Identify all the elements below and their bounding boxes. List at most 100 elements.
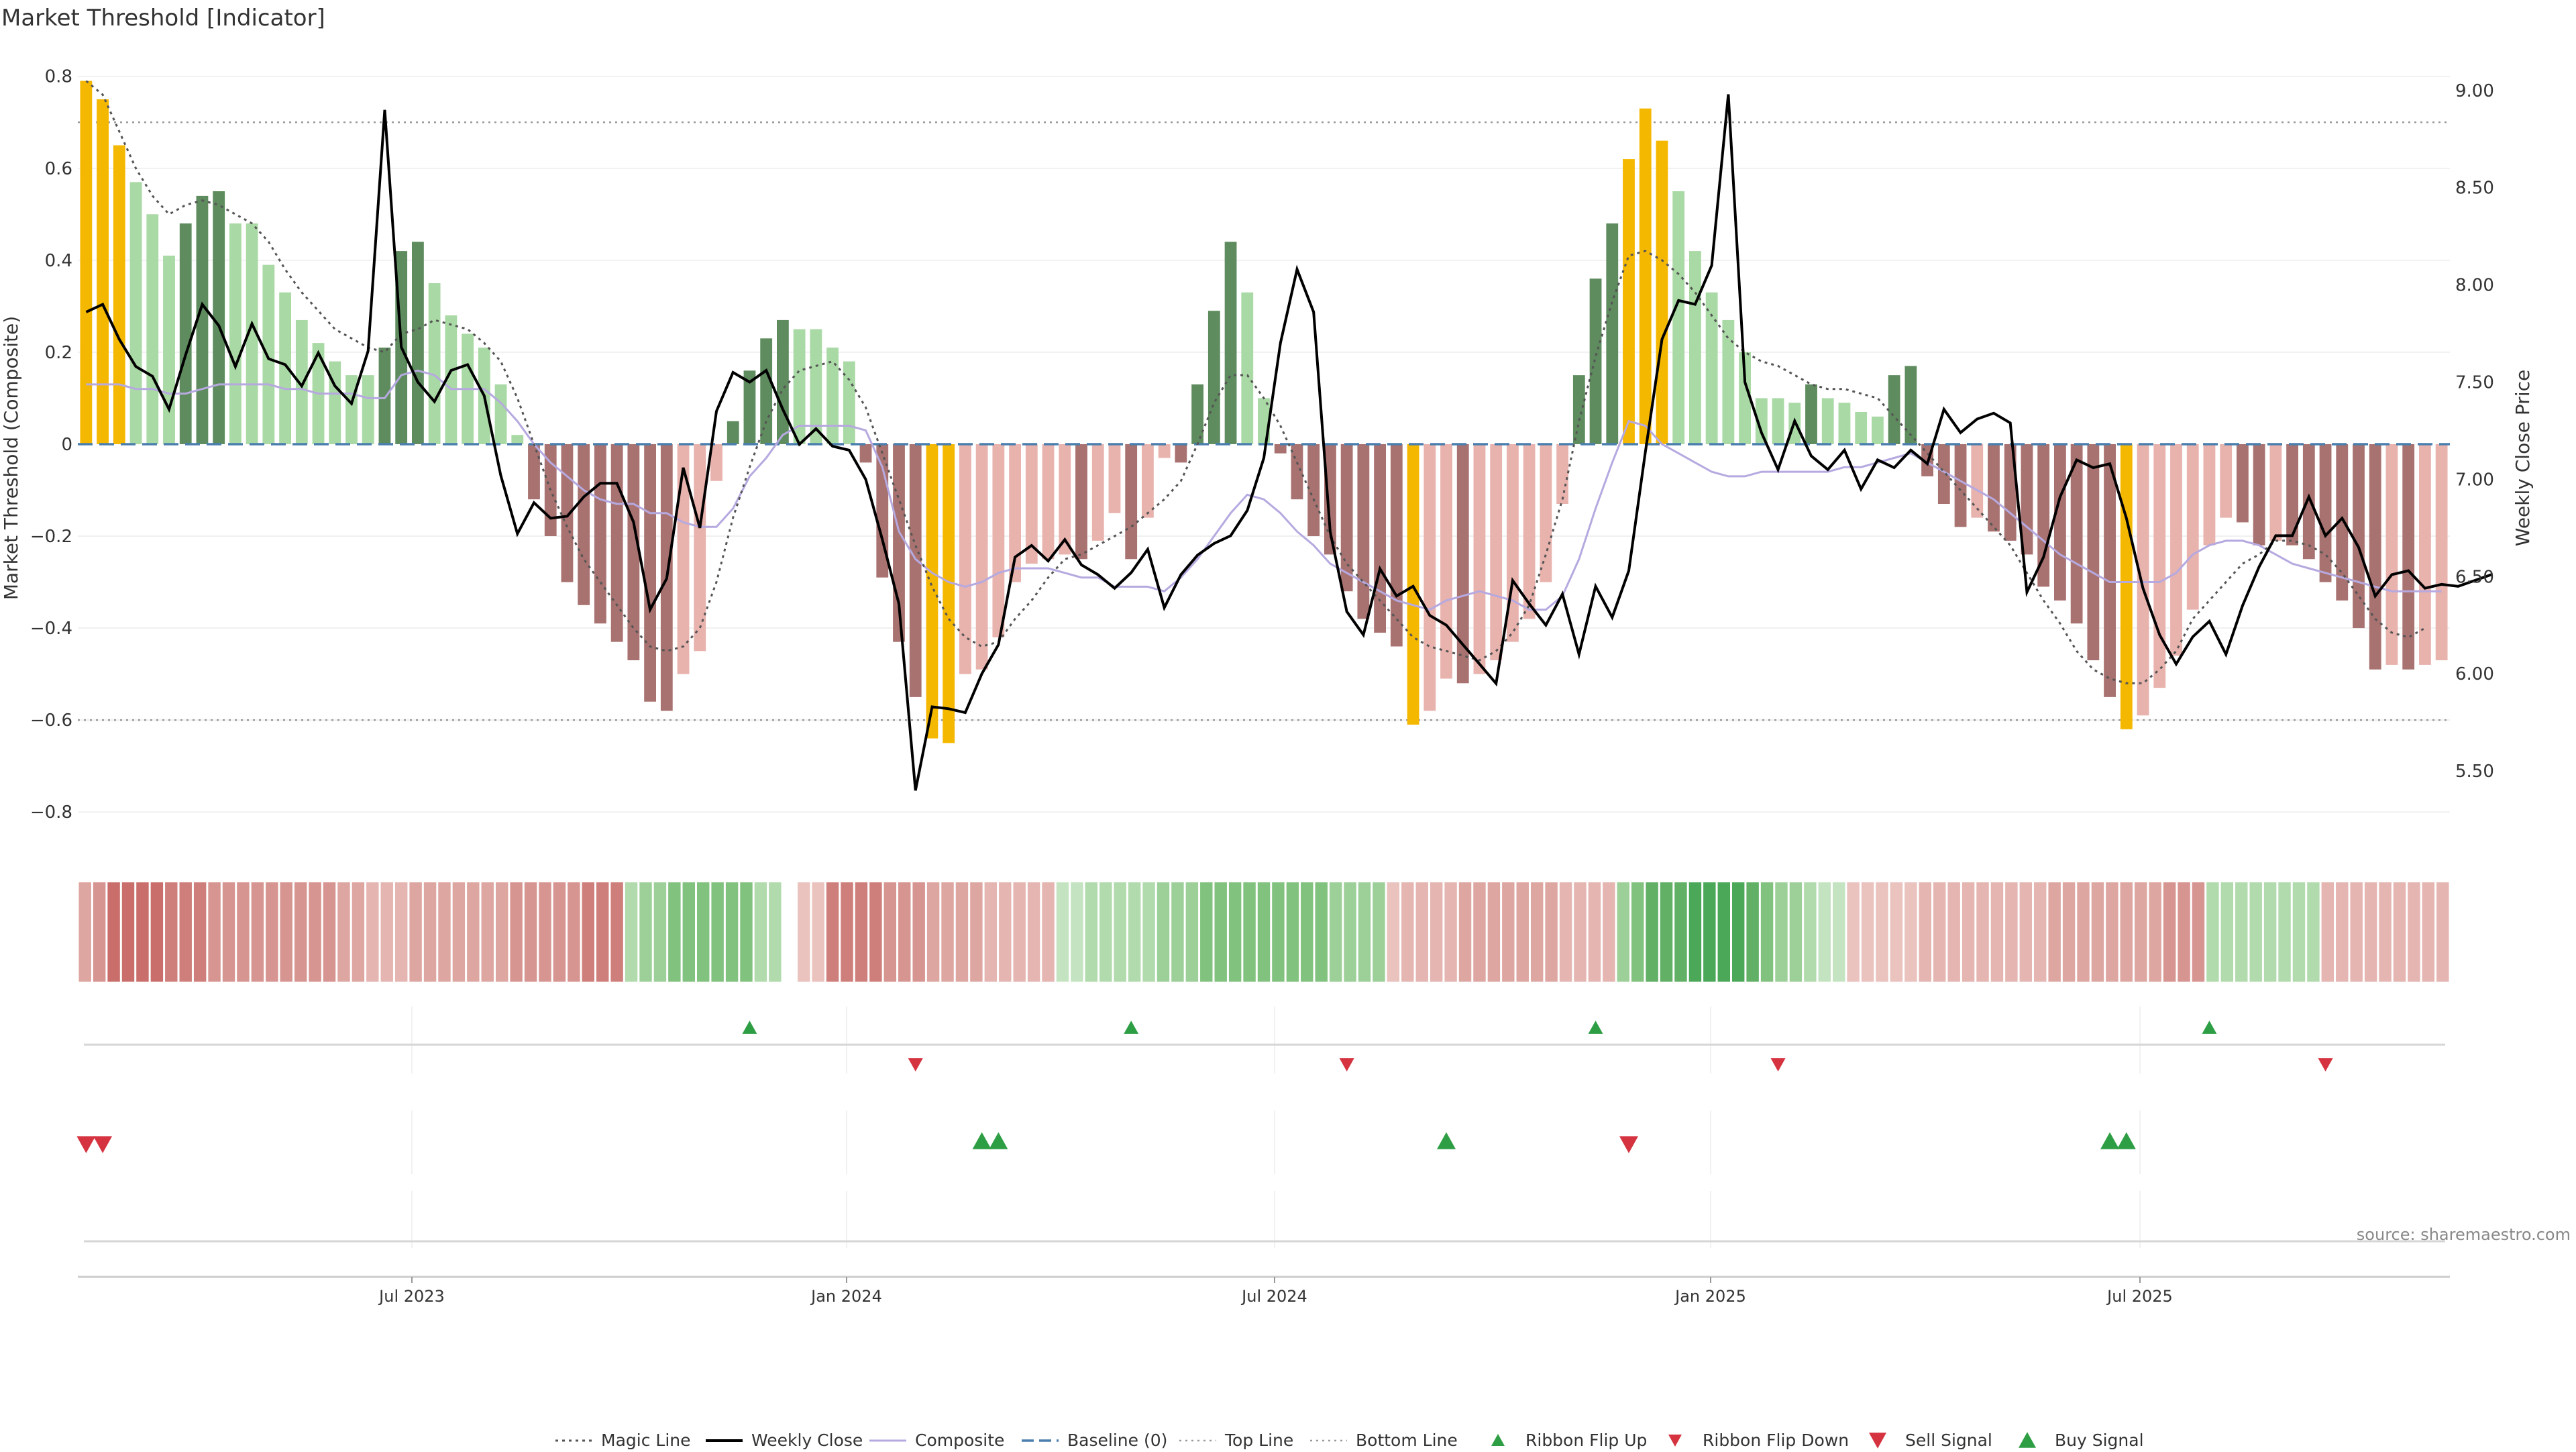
- ribbon-cell: [1775, 882, 1788, 982]
- ribbon-cell: [510, 882, 523, 982]
- composite-bar: [992, 444, 1005, 637]
- x-tick-label: Jul 2024: [1240, 1287, 1307, 1306]
- ribbon-cell: [668, 882, 681, 982]
- composite-bar: [113, 145, 125, 444]
- ribbon-cell: [2436, 882, 2449, 982]
- ribbon-cell: [1329, 882, 1342, 982]
- composite-bar: [2054, 444, 2066, 601]
- legend-label: Bottom Line: [1356, 1431, 1458, 1449]
- ribbon-cell: [2163, 882, 2176, 982]
- ribbon-cell: [1933, 882, 1946, 982]
- composite-bar: [1523, 444, 1536, 619]
- legend-label: Composite: [915, 1431, 1004, 1449]
- composite-bar: [594, 444, 606, 624]
- composite-bar: [196, 195, 209, 444]
- ribbon-cell: [165, 882, 178, 982]
- ribbon-cell: [150, 882, 164, 982]
- ribbon-cell: [1171, 882, 1184, 982]
- ribbon-cell: [2005, 882, 2018, 982]
- ribbon-cell: [2206, 882, 2219, 982]
- ribbon-flip-down-marker: [1339, 1058, 1354, 1072]
- ribbon-cell: [438, 882, 451, 982]
- x-tick-label: Jul 2025: [2106, 1287, 2173, 1306]
- ribbon-cell: [1789, 882, 1803, 982]
- ribbon-cell: [1487, 882, 1501, 982]
- composite-bar: [2402, 444, 2415, 670]
- y-right-axis-title: Weekly Close Price: [2512, 370, 2534, 546]
- composite-bar: [810, 329, 822, 444]
- composite-bar: [578, 444, 590, 605]
- composite-bar: [2336, 444, 2349, 601]
- ribbon-cell: [798, 882, 810, 982]
- ribbon-cell: [1990, 882, 2004, 982]
- ribbon-cell: [1631, 882, 1644, 982]
- ribbon-cell: [280, 882, 292, 982]
- composite-bar: [1805, 384, 1817, 444]
- composite-bar: [1274, 444, 1287, 454]
- composite-bar: [1855, 411, 1868, 444]
- ribbon-cell: [1387, 882, 1400, 982]
- composite-bar: [1755, 398, 1768, 444]
- ribbon-cell: [2149, 882, 2161, 982]
- ribbon-cell: [539, 882, 551, 982]
- composite-bar: [1937, 444, 1950, 505]
- legend-label: Sell Signal: [1905, 1431, 1992, 1449]
- y-tick-label: −0.8: [30, 802, 72, 823]
- composite-bar: [146, 214, 159, 444]
- ribbon-cell: [1430, 882, 1443, 982]
- ribbon-cell: [970, 882, 983, 982]
- ribbon-cell: [2106, 882, 2118, 982]
- ribbon-cell: [596, 882, 609, 982]
- composite-bar: [1672, 191, 1685, 444]
- ribbon-flip-up-marker: [1588, 1021, 1603, 1034]
- legend-swatch-ribbon-flip-up: [1491, 1434, 1505, 1446]
- ribbon-cell: [1847, 882, 1860, 982]
- ribbon-cell: [237, 882, 250, 982]
- ribbon-cell: [294, 882, 307, 982]
- ribbon-cell: [783, 882, 796, 982]
- ribbon-cell: [2379, 882, 2392, 982]
- ribbon-cell: [1962, 882, 1975, 982]
- ribbon-cell: [1731, 882, 1745, 982]
- ribbon-cell: [2336, 882, 2349, 982]
- ribbon-cell: [93, 882, 106, 982]
- ribbon-cell: [1890, 882, 1903, 982]
- composite-bar: [1208, 311, 1220, 444]
- composite-bar: [329, 361, 341, 444]
- composite-bar: [1224, 242, 1237, 444]
- ribbon-cell: [1473, 882, 1486, 982]
- composite-bar: [1424, 444, 1436, 711]
- composite-bar: [1606, 223, 1619, 444]
- ribbon-cell: [1272, 882, 1285, 982]
- ribbon-cell: [2321, 882, 2334, 982]
- ribbon-cell: [1760, 882, 1774, 982]
- ribbon-cell: [1415, 882, 1428, 982]
- composite-bar: [1623, 159, 1635, 444]
- ribbon-cell: [1717, 882, 1730, 982]
- ribbon-cell: [1099, 882, 1112, 982]
- composite-bar: [528, 444, 540, 500]
- composite-bar: [843, 361, 855, 444]
- composite-bar: [1473, 444, 1486, 674]
- ribbon-cell: [107, 882, 120, 982]
- ribbon-cell: [2135, 882, 2147, 982]
- ribbon-cell: [2048, 882, 2061, 982]
- composite-bar: [412, 242, 424, 444]
- composite-bar: [677, 444, 690, 674]
- sell-signal-marker: [1619, 1136, 1638, 1153]
- composite-bar: [2269, 444, 2282, 541]
- composite-bar: [710, 444, 722, 481]
- composite-bar: [1739, 352, 1751, 444]
- composite-bar: [1821, 398, 1834, 444]
- composite-bar: [909, 444, 922, 697]
- composite-bar: [1125, 444, 1138, 560]
- ribbon-cell: [682, 882, 696, 982]
- ribbon-cell: [1214, 882, 1227, 982]
- ribbon-cell: [1919, 882, 1932, 982]
- ribbon-cell: [2120, 882, 2133, 982]
- composite-bar: [1772, 398, 1784, 444]
- magic-line: [85, 80, 2426, 684]
- composite-bar: [1589, 278, 1602, 444]
- source-credit: source: sharemaestro.com: [2357, 1225, 2571, 1244]
